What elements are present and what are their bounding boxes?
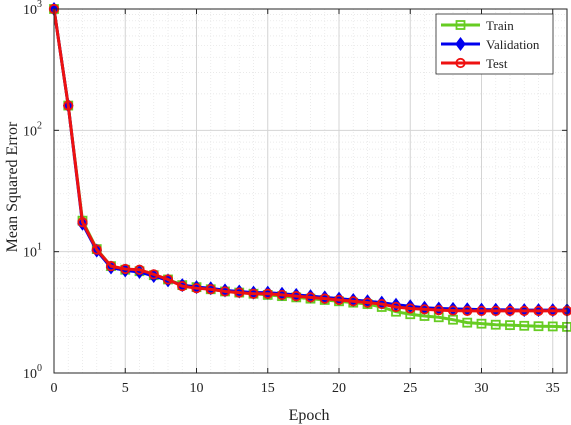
data-point-test: [134, 264, 145, 275]
x-axis-title: Epoch: [289, 407, 330, 424]
y-tick-label: 102: [23, 120, 42, 139]
legend-label-validation: Validation: [486, 37, 540, 52]
data-point-test: [419, 304, 430, 315]
axes: [53, 8, 568, 374]
data-point-test: [234, 287, 245, 298]
legend-marker-test: [455, 57, 466, 69]
data-point-test: [533, 305, 544, 316]
data-point-test: [219, 286, 231, 297]
data-point-test: [305, 292, 316, 303]
legend-item-validation: Validation: [441, 37, 540, 52]
legend-item-train: Train: [441, 18, 514, 33]
data-point-test: [319, 293, 330, 304]
data-point-test: [519, 305, 530, 316]
x-tick-label: 15: [261, 381, 275, 396]
legend-label-test: Test: [486, 56, 508, 71]
data-point-test: [105, 261, 117, 272]
data-point-test: [362, 297, 373, 308]
legend-item-test: Test: [441, 56, 508, 71]
data-point-test: [63, 100, 74, 111]
data-point-train: [476, 318, 487, 329]
data-point-test: [291, 291, 302, 302]
x-tick-label: 0: [51, 381, 58, 396]
data-point-test: [276, 289, 288, 301]
data-point-test: [447, 305, 459, 316]
series-line-test: [52, 8, 567, 313]
x-tick-label: 20: [332, 381, 346, 396]
data-point-train: [462, 317, 473, 328]
data-point-test: [205, 284, 216, 295]
data-point-test: [433, 304, 444, 316]
y-axis-title: Mean Squared Error: [4, 121, 21, 252]
y-tick-label: 103: [23, 0, 42, 18]
data-point-test: [148, 269, 159, 280]
x-tick-label: 35: [546, 381, 560, 396]
data-point-test: [490, 305, 501, 316]
y-tick-label: 100: [23, 363, 42, 382]
x-tick-label: 10: [190, 381, 204, 396]
data-point-train: [490, 319, 501, 330]
legend-label-train: Train: [486, 18, 514, 33]
x-tick-label: 30: [475, 381, 489, 396]
data-point-train: [533, 321, 544, 332]
data-point-test: [376, 298, 387, 310]
data-point-train: [547, 321, 558, 332]
data-point-train: [519, 320, 530, 331]
data-point-test: [348, 296, 359, 307]
x-tick-label: 5: [122, 381, 129, 396]
y-tick-label: 101: [23, 242, 42, 261]
data-point-test: [77, 217, 88, 228]
series-layer: [48, 1, 571, 332]
data-point-test: [177, 281, 188, 292]
data-point-test: [262, 288, 273, 299]
data-point-test: [504, 305, 516, 316]
data-point-test: [191, 283, 202, 294]
data-point-test: [405, 303, 416, 314]
legend-marker-validation: [455, 37, 466, 51]
series-test: [48, 3, 571, 316]
data-point-test: [120, 263, 131, 275]
data-point-test: [162, 274, 174, 285]
data-point-test: [91, 244, 102, 255]
data-point-train: [505, 320, 515, 331]
legend: Train Validation Test: [435, 13, 554, 75]
data-point-test: [476, 305, 487, 316]
data-point-test: [248, 288, 259, 299]
tick-labels: 0 5 10 15 20 25 30 35 100 101 102 103: [23, 0, 560, 396]
plot-frame: [53, 8, 568, 374]
data-point-test: [547, 305, 558, 316]
data-point-test: [390, 301, 402, 313]
data-point-test: [333, 294, 345, 306]
data-point-test: [462, 305, 473, 316]
x-tick-label: 25: [403, 381, 417, 396]
legend-marker-train: [455, 20, 466, 30]
